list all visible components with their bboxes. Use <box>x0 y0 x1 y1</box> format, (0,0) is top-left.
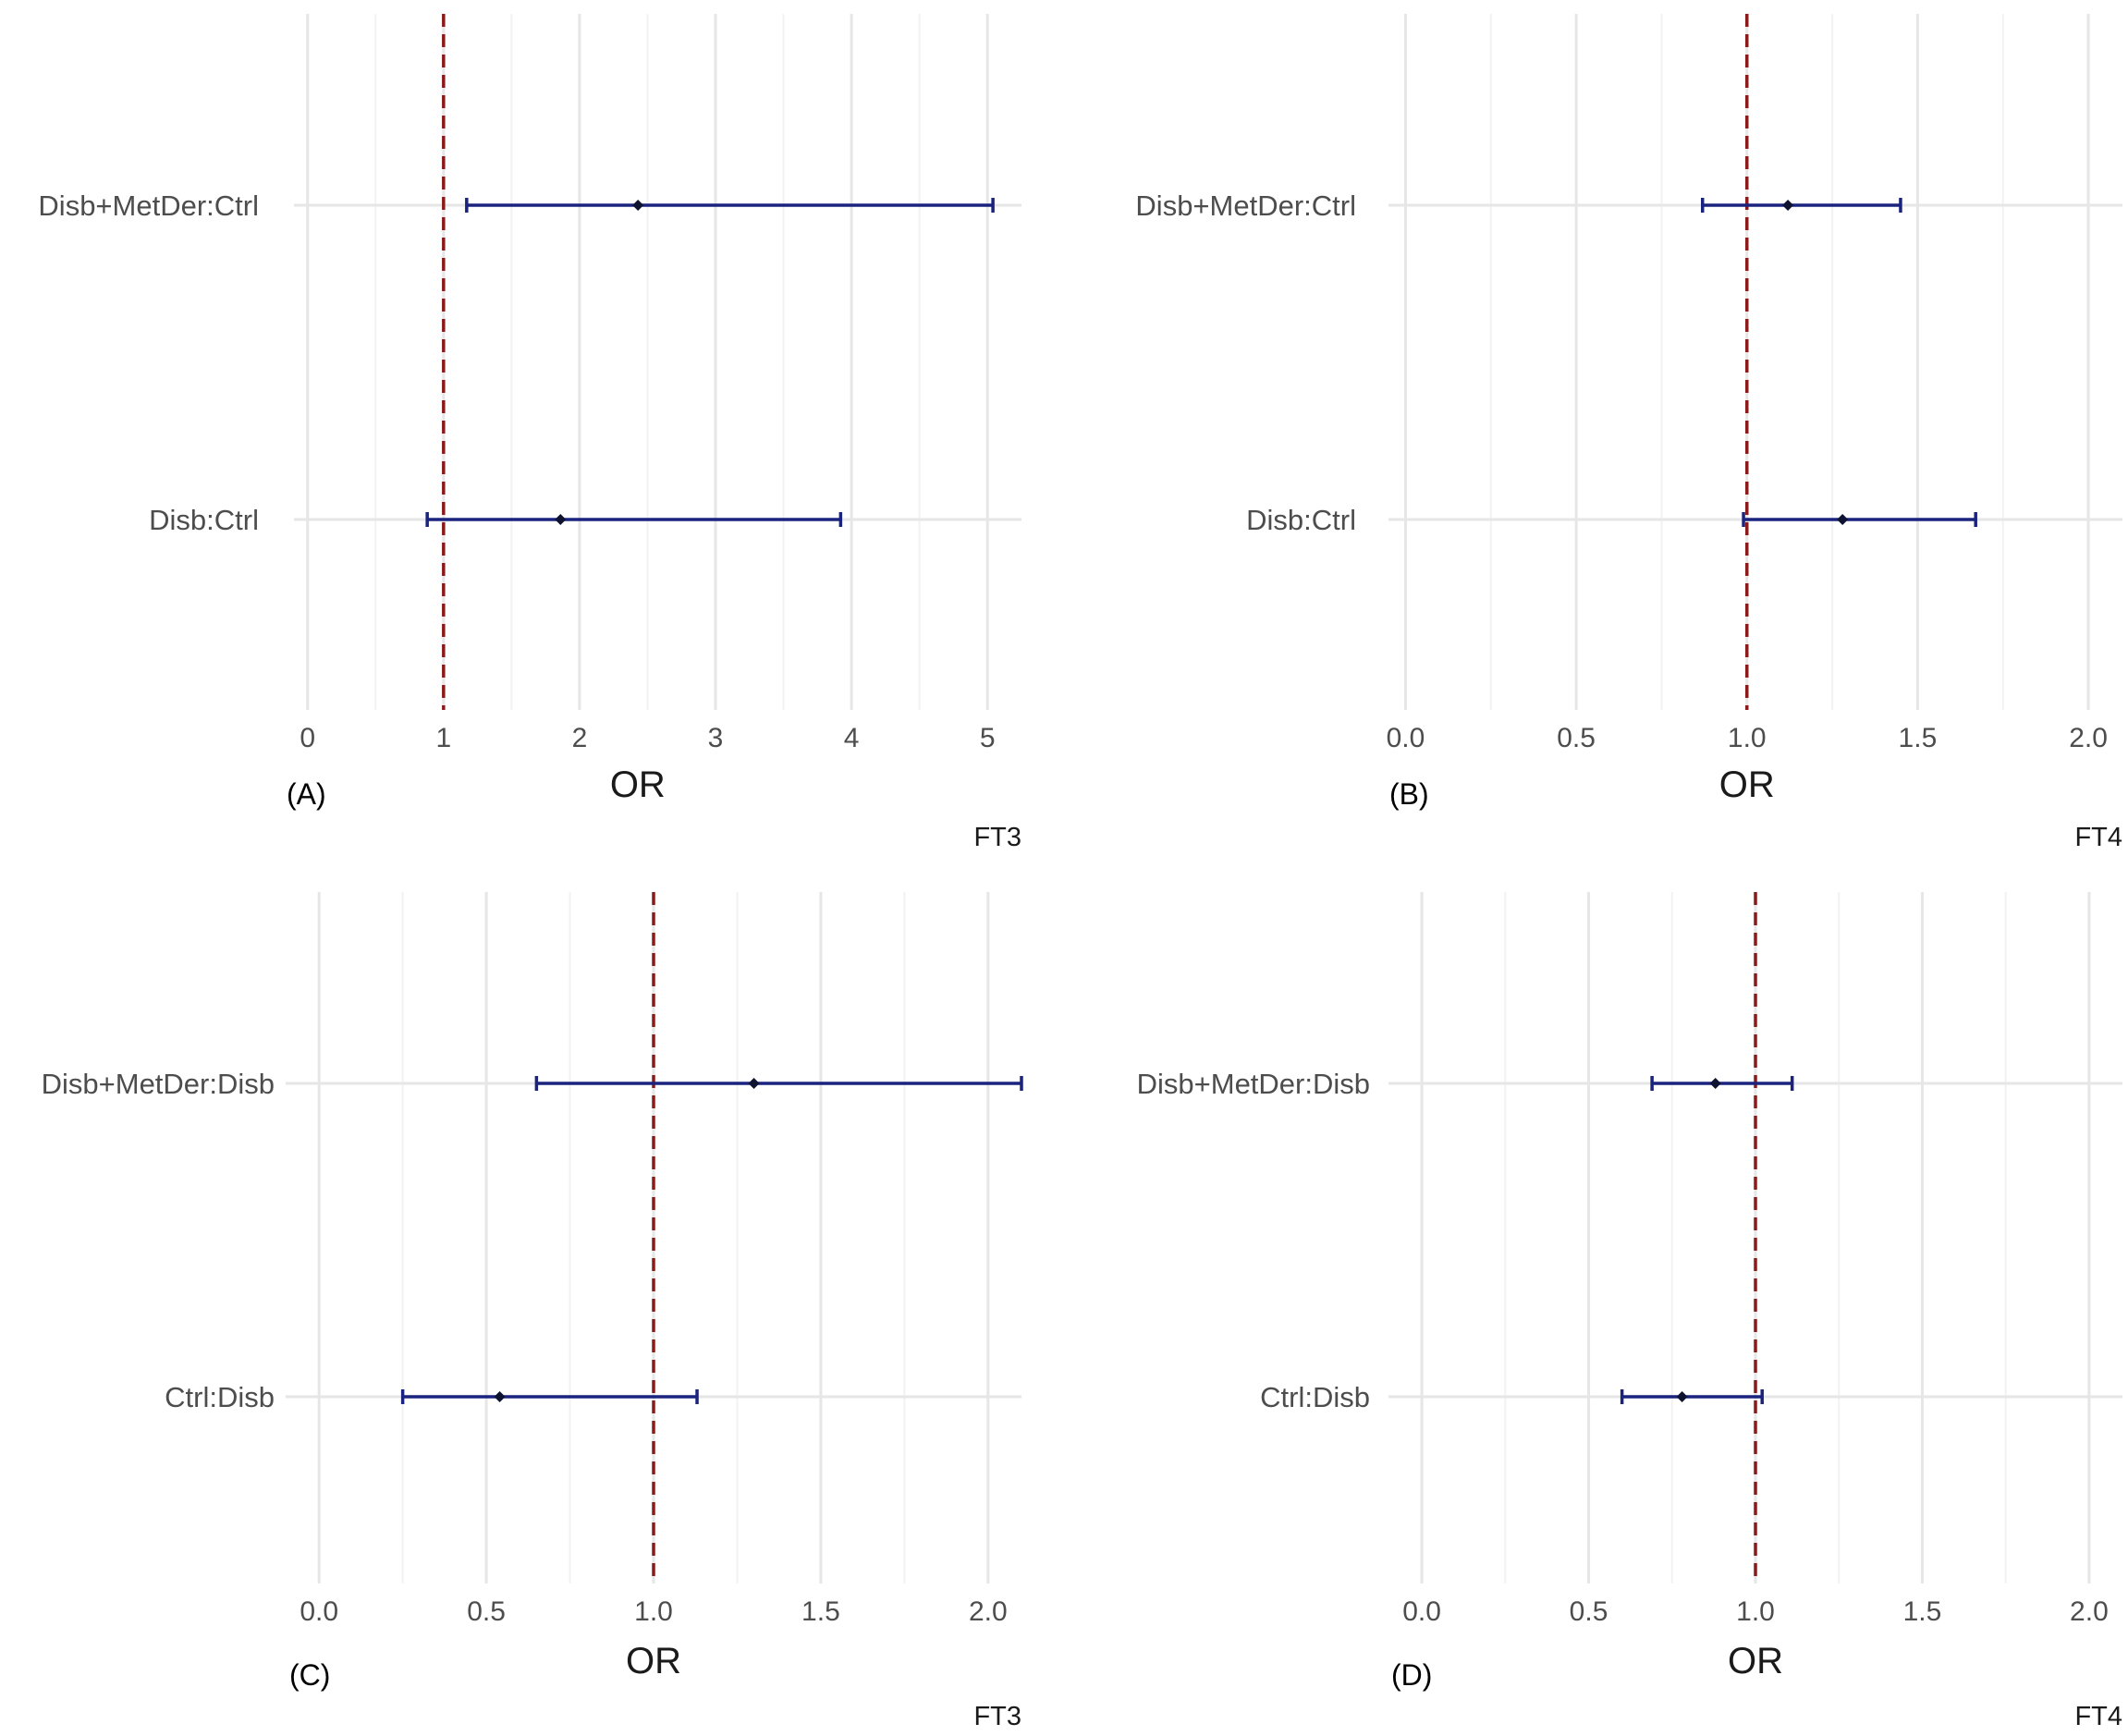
category-label: Disb+MetDer:Disb <box>1137 1068 1370 1100</box>
x-axis-title: OR <box>1719 764 1775 805</box>
x-tick-label: 0.0 <box>300 1596 338 1627</box>
point-estimate <box>1676 1391 1688 1402</box>
category-label: Disb+MetDer:Ctrl <box>38 189 259 222</box>
point-estimate <box>1709 1078 1721 1089</box>
x-tick-label: 0.0 <box>1402 1596 1441 1627</box>
panel-caption: FT3 <box>973 1702 1021 1731</box>
x-tick-label: 1.5 <box>1903 1596 1942 1627</box>
forest-panel-d: Disb+MetDer:Disb Ctrl:Disb 0.0 0.5 1.0 1.5 2.0… <box>1137 892 2122 1731</box>
x-axis-title: OR <box>1728 1641 1783 1681</box>
point-estimate <box>1837 514 1849 525</box>
x-tick-label: 1.5 <box>1899 723 1938 753</box>
x-axis-title: OR <box>610 764 666 805</box>
panel-label: (B) <box>1389 777 1429 811</box>
x-tick-label: 0.5 <box>1557 723 1596 753</box>
x-tick-label: 2.0 <box>969 1596 1008 1627</box>
point-estimate <box>1782 200 1794 211</box>
category-label: Ctrl:Disb <box>1260 1381 1370 1413</box>
x-tick-label: 0.0 <box>1387 723 1425 753</box>
panel-caption: FT4 <box>2074 823 2122 852</box>
x-tick-label: 5 <box>980 723 996 753</box>
x-tick-label: 2.0 <box>2069 723 2108 753</box>
point-estimate <box>748 1078 760 1089</box>
category-label: Ctrl:Disb <box>165 1381 275 1413</box>
panel-caption: FT4 <box>2074 1702 2122 1731</box>
x-axis-title: OR <box>626 1641 681 1681</box>
forest-panel-c: Disb+MetDer:Disb Ctrl:Disb 0.0 0.5 1.0 1.5 2.0… <box>42 892 1023 1731</box>
category-label: Disb+MetDer:Ctrl <box>1135 189 1356 222</box>
x-tick-label: 1.5 <box>801 1596 840 1627</box>
panel-label: (A) <box>287 777 326 811</box>
panel-label: (C) <box>289 1658 330 1692</box>
point-estimate <box>632 200 644 211</box>
forest-panel-b: Disb+MetDer:Ctrl Disb:Ctrl 0.0 0.5 1.0 1.5 2.0… <box>1135 14 2122 852</box>
x-tick-label: 1.0 <box>634 1596 673 1627</box>
x-tick-label: 2.0 <box>2070 1596 2109 1627</box>
x-tick-label: 2 <box>572 723 588 753</box>
forest-panel-a: Disb+MetDer:Ctrl Disb:Ctrl 0 1 2 3 4 5 OR (A) FT3 <box>38 14 1021 852</box>
x-tick-label: 0.5 <box>467 1596 506 1627</box>
category-label: Disb+MetDer:Disb <box>42 1068 275 1100</box>
panel-caption: FT3 <box>973 823 1021 852</box>
x-tick-label: 3 <box>708 723 724 753</box>
point-estimate <box>494 1391 506 1402</box>
category-label: Disb:Ctrl <box>149 504 259 536</box>
x-tick-label: 1 <box>435 723 451 753</box>
x-tick-label: 1.0 <box>1736 1596 1775 1627</box>
point-estimate <box>555 514 567 525</box>
panel-label: (D) <box>1391 1658 1432 1692</box>
x-tick-label: 0 <box>300 723 315 753</box>
x-tick-label: 0.5 <box>1570 1596 1608 1627</box>
x-tick-label: 4 <box>844 723 860 753</box>
category-label: Disb:Ctrl <box>1246 504 1356 536</box>
x-tick-label: 1.0 <box>1728 723 1767 753</box>
